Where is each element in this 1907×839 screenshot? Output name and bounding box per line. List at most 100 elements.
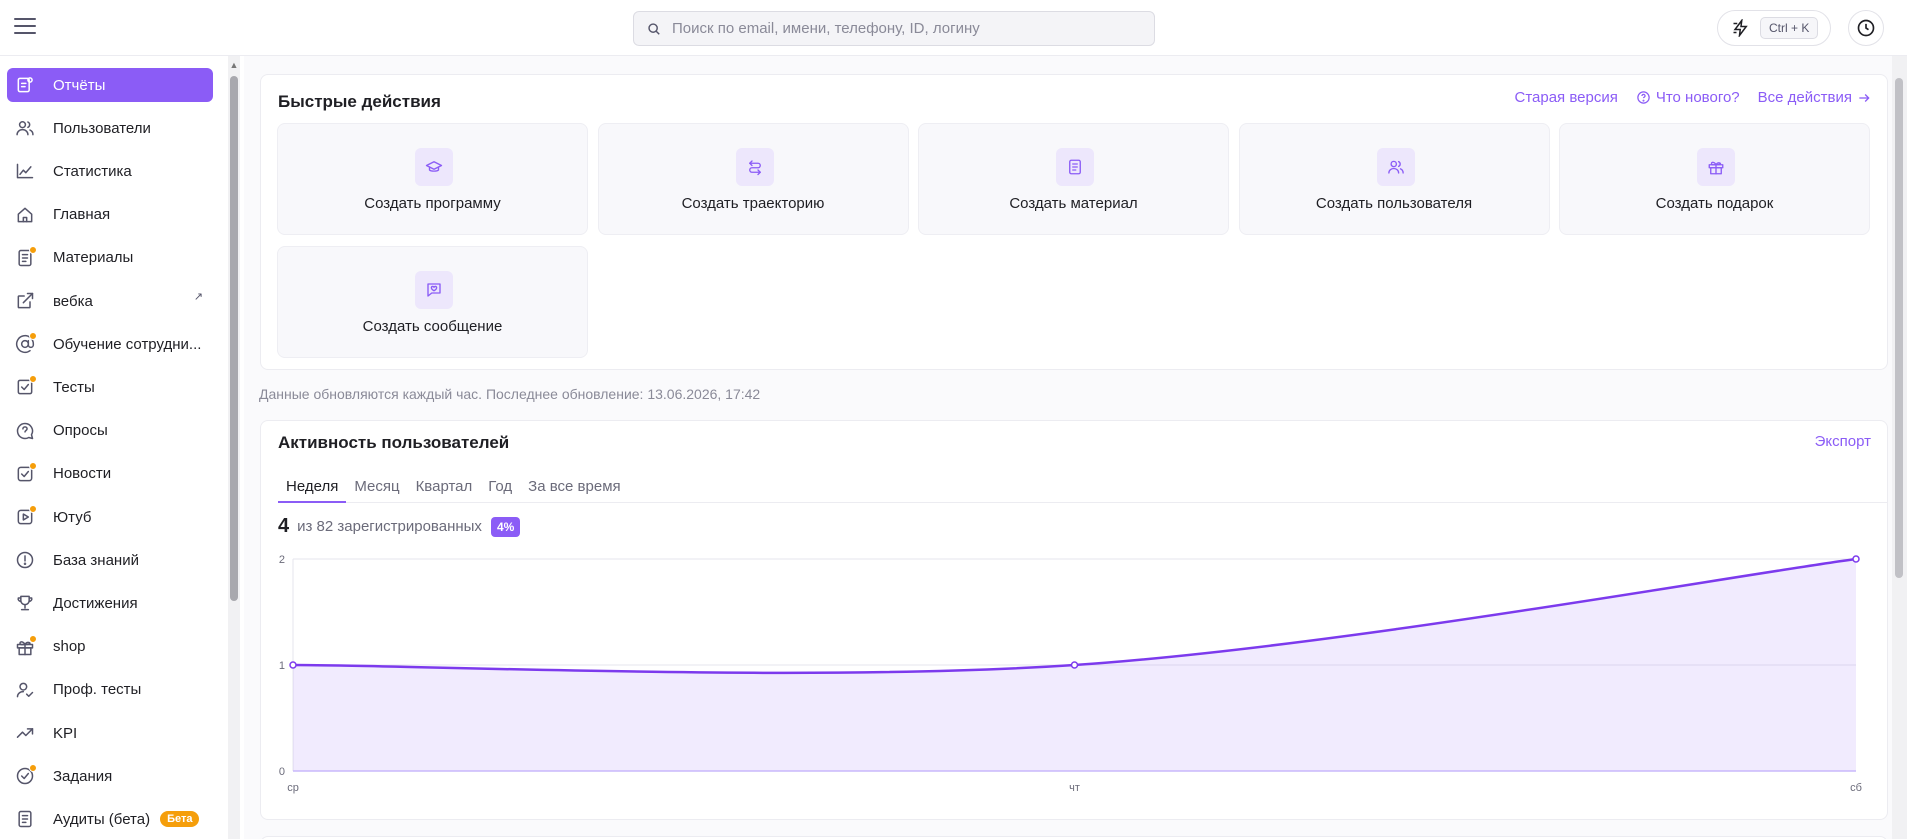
sidebar-item[interactable]: Достижения (7, 586, 213, 620)
sidebar-item[interactable]: Отчёты (7, 68, 213, 102)
message-heart-icon (415, 271, 453, 309)
activity-stat: 4 из 82 зарегистрированных 4% (278, 515, 521, 538)
users-icon (15, 118, 35, 138)
period-tab[interactable]: Неделя (278, 471, 347, 503)
old-version-link[interactable]: Старая версия (1514, 89, 1618, 106)
quick-action-card[interactable]: Создать материал (918, 123, 1229, 235)
quick-actions-title: Быстрые действия (278, 92, 441, 111)
notification-dot (29, 332, 37, 341)
sidebar-item[interactable]: KPI (7, 716, 213, 750)
top-bar: Ctrl + K (0, 0, 1907, 56)
sidebar-item[interactable]: Статистика (7, 154, 213, 188)
x-tick-label: чт (1069, 782, 1080, 794)
gift-icon (1697, 148, 1735, 186)
route-icon (735, 148, 774, 186)
period-tab[interactable]: Год (488, 478, 513, 495)
sidebar-item[interactable]: Тесты (7, 370, 213, 404)
notification-dot (29, 764, 37, 773)
question-circle-icon (1637, 91, 1650, 104)
lightning-icon (1733, 19, 1748, 37)
sidebar-item[interactable]: Проф. тесты (7, 673, 213, 707)
scroll-up-arrow-icon[interactable]: ▲ (229, 60, 239, 70)
quick-action-card[interactable]: Создать пользователя (1238, 123, 1550, 235)
quick-action-label: Создать сообщение (362, 318, 503, 335)
sidebar-item[interactable]: Аудиты (бета) Бета (7, 802, 213, 836)
arrow-right-icon (1859, 93, 1870, 102)
sidebar-item-label: Задания (53, 767, 113, 785)
search-icon (648, 23, 660, 35)
sidebar-item[interactable]: Задания (7, 759, 213, 793)
at-icon (15, 332, 37, 354)
search-input[interactable] (672, 12, 1142, 45)
news-icon (15, 461, 37, 484)
notification-dot (29, 375, 37, 384)
trend-up-icon (15, 723, 35, 743)
check-circle-icon (15, 764, 37, 786)
trophy-icon (15, 593, 35, 613)
home-icon (15, 205, 35, 225)
sidebar-item-label: База знаний (53, 551, 139, 569)
sidebar-item-label: Аудиты (бета) (53, 810, 151, 828)
history-button[interactable] (1848, 10, 1884, 46)
sidebar-item-label: Пользователи (53, 119, 151, 137)
quick-action-card[interactable]: Создать сообщение (277, 246, 588, 358)
all-actions-link[interactable]: Все действия (1758, 89, 1871, 106)
quick-action-card[interactable]: Создать траекторию (597, 123, 909, 235)
period-tab[interactable]: За все время (528, 478, 621, 495)
period-tab[interactable]: Квартал (415, 478, 473, 495)
sidebar-item[interactable]: Главная (7, 198, 213, 232)
sidebar-item-label: Достижения (53, 594, 138, 612)
sidebar: Отчёты Пользователи Статистика Главная Матер… (0, 56, 228, 839)
registered-text: из 82 зарегистрированных (297, 518, 482, 535)
data-point (289, 661, 297, 669)
data-point (1070, 661, 1079, 669)
sidebar-item-label: Проф. тесты (53, 681, 142, 699)
main-content: Быстрые действия Старая версия Что новог… (244, 56, 1894, 839)
sidebar-item-label: Материалы (53, 249, 134, 267)
export-link[interactable]: Экспорт (1814, 433, 1871, 450)
quick-action-label: Создать траекторию (681, 195, 825, 212)
sidebar-item-label: Обучение сотрудни... (53, 335, 202, 353)
users-icon (1376, 148, 1415, 186)
sidebar-item[interactable]: Обучение сотрудни... (7, 327, 213, 361)
user-activity-card: Активность пользователей Экспорт Неделя М… (260, 420, 1888, 820)
user-check-icon (15, 680, 35, 700)
percent-badge: 4% (490, 516, 521, 537)
notification-dot (29, 634, 37, 643)
period-tab[interactable]: Месяц (354, 478, 400, 495)
sidebar-item[interactable]: shop (7, 630, 213, 664)
sidebar-item[interactable]: Опросы (7, 414, 213, 448)
quick-action-label: Создать программу (364, 195, 501, 212)
notification-dot (29, 245, 37, 254)
graduation-cap-icon (415, 148, 453, 186)
quick-actions-links: Старая версия Что нового? Все действия (1515, 89, 1872, 106)
whats-new-link[interactable]: Что нового? (1636, 89, 1740, 106)
sidebar-item-label: shop (53, 638, 86, 656)
activity-chart: 0 1 2 ср чт сб (279, 554, 1862, 794)
search-box[interactable] (633, 11, 1155, 46)
activity-title: Активность пользователей (278, 433, 510, 452)
menu-icon[interactable] (14, 18, 36, 36)
quick-action-label: Создать материал (1009, 195, 1138, 212)
quick-action-card[interactable]: Создать подарок (1559, 123, 1870, 235)
main-scrollbar-thumb[interactable] (1895, 78, 1903, 578)
quick-command-button[interactable]: Ctrl + K (1717, 10, 1831, 46)
quick-action-card[interactable]: Создать программу (277, 123, 588, 235)
sidebar-item-label: Статистика (53, 162, 132, 180)
sidebar-item[interactable]: Ютуб (7, 500, 213, 534)
external-arrow-icon: ↗ (193, 291, 203, 303)
sidebar-item[interactable]: Материалы (7, 241, 213, 275)
video-icon (15, 505, 37, 527)
x-tick-label: ср (287, 782, 299, 794)
sidebar-item-label: Новости (53, 465, 112, 483)
x-tick-label: сб (1850, 782, 1862, 794)
quick-action-label: Создать подарок (1655, 195, 1774, 212)
data-point (1852, 555, 1860, 563)
sidebar-item[interactable]: Новости (7, 457, 213, 491)
sidebar-item-label: KPI (53, 724, 78, 742)
sidebar-scrollbar-thumb[interactable] (230, 76, 238, 601)
sidebar-item[interactable]: Пользователи (7, 111, 213, 145)
sidebar-item[interactable]: вебка ↗ (7, 284, 213, 318)
checklist-icon (15, 375, 37, 397)
sidebar-item[interactable]: База знаний (7, 543, 213, 577)
